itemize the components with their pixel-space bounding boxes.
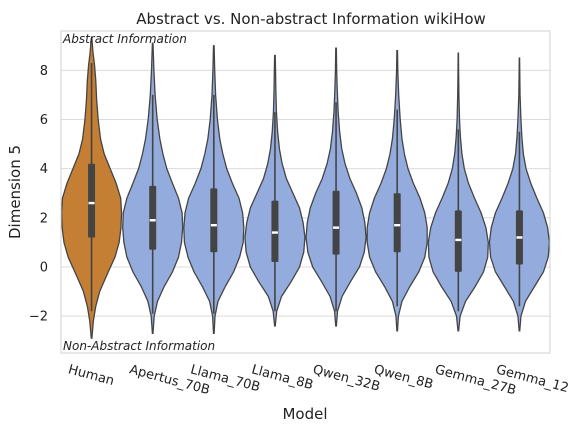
y-tick-label: −2: [29, 310, 48, 325]
chart-title: Abstract vs. Non-abstract Information wi…: [136, 10, 486, 28]
violin-iqr-box: [393, 193, 401, 253]
violin-iqr-box: [210, 188, 218, 253]
violin-apertus_70b: [122, 42, 184, 334]
violin-llama_70b: [183, 45, 245, 334]
x-tick-label: Qwen_8B: [372, 362, 435, 392]
violin-median: [333, 226, 340, 229]
x-axis-label: Model: [282, 405, 327, 423]
violin-iqr-box: [88, 163, 96, 238]
annotation-non-abstract: Non-Abstract Information: [63, 339, 215, 353]
violin-median: [149, 219, 156, 222]
violin-median: [271, 231, 278, 234]
y-tick-label: 2: [40, 211, 48, 226]
violin-median: [516, 236, 523, 239]
violin-qwen_32b: [305, 47, 367, 327]
violins: [60, 37, 551, 339]
x-tick-labels: Human Apertus_70BLlama_70BLlama_8BQwen_32…: [67, 362, 568, 398]
violin-iqr-box: [454, 210, 462, 272]
y-tick-label: 0: [40, 260, 48, 275]
violin-median: [88, 201, 95, 205]
x-tick-label: Qwen_32B: [311, 362, 382, 394]
violin-llama_8b: [244, 54, 306, 327]
plot-frame: [60, 30, 551, 354]
violin-gemma_12b: [488, 57, 551, 332]
violin-iqr-box: [332, 190, 340, 255]
y-axis-label: Dimension 5: [6, 145, 24, 239]
y-tick-label: 6: [40, 113, 48, 128]
violin-gemma_27b: [427, 52, 489, 332]
annotation-abstract: Abstract Information: [62, 32, 187, 46]
violin-human: [60, 37, 123, 339]
x-tick-label: Human: [67, 362, 116, 389]
x-tick-label: Llama_8B: [250, 362, 315, 393]
y-tick-label: 4: [40, 162, 48, 177]
y-tick-labels: −2 0 2 4 6 8: [29, 64, 48, 325]
violin-median: [455, 238, 462, 242]
violin-iqr-box: [149, 185, 157, 250]
violin-iqr-box: [271, 200, 279, 263]
y-tick-label: 8: [40, 64, 48, 79]
violin-median: [394, 223, 401, 227]
violin-median: [210, 223, 217, 227]
violin-qwen_8b: [366, 50, 428, 332]
